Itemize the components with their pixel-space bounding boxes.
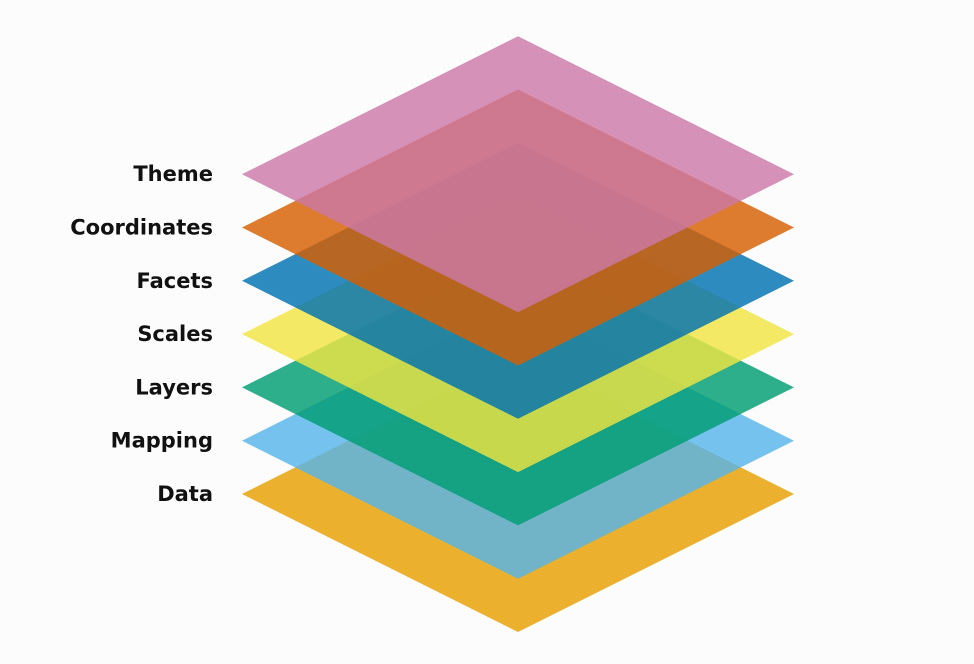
layer-plane-theme [242, 36, 794, 313]
layer-label-scales: Scales [137, 322, 213, 346]
layer-planes [242, 36, 794, 632]
layer-label-coordinates: Coordinates [70, 216, 213, 240]
layer-label-facets: Facets [136, 269, 213, 293]
layer-labels: Data Mapping Layers Scales Facets Coordinates… [70, 162, 213, 506]
layer-label-theme: Theme [133, 162, 213, 186]
layer-label-layers: Layers [135, 375, 213, 399]
layer-label-mapping: Mapping [111, 429, 213, 453]
layer-label-data: Data [157, 482, 213, 506]
